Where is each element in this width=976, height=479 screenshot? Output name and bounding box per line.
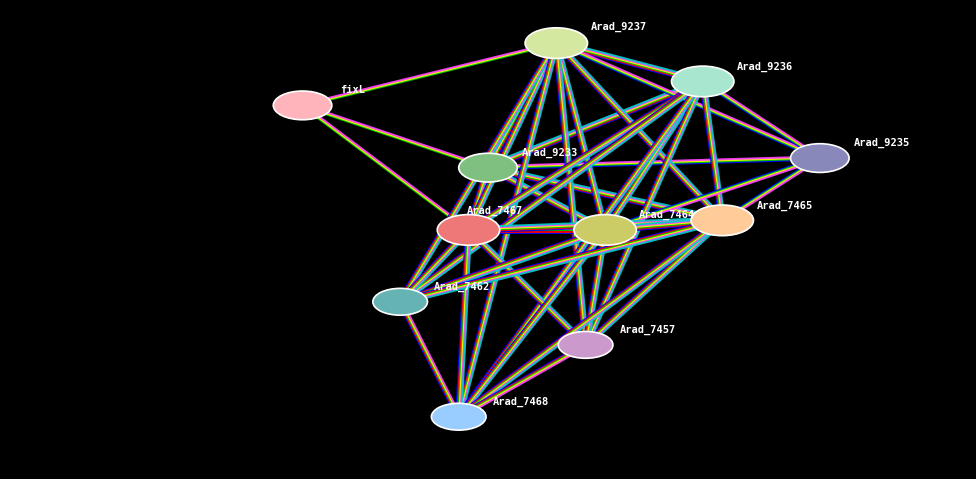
Circle shape [558, 331, 613, 358]
Text: fixL: fixL [340, 85, 365, 95]
Text: Arad_9233: Arad_9233 [522, 148, 579, 158]
Circle shape [525, 28, 588, 58]
Text: Arad_7462: Arad_7462 [434, 282, 491, 292]
Text: Arad_7465: Arad_7465 [756, 200, 813, 211]
Text: Arad_9237: Arad_9237 [590, 22, 647, 32]
Text: Arad_9236: Arad_9236 [737, 61, 793, 72]
Text: Arad_7468: Arad_7468 [493, 397, 549, 407]
Circle shape [273, 91, 332, 120]
Text: Arad_7457: Arad_7457 [620, 325, 676, 335]
Circle shape [373, 288, 427, 315]
Text: Arad_7467: Arad_7467 [467, 206, 523, 217]
Text: Arad_7464: Arad_7464 [639, 210, 696, 220]
Circle shape [791, 144, 849, 172]
Circle shape [459, 153, 517, 182]
Circle shape [437, 215, 500, 245]
Circle shape [574, 215, 636, 245]
Circle shape [691, 205, 753, 236]
Text: Arad_9235: Arad_9235 [854, 138, 911, 148]
Circle shape [431, 403, 486, 430]
Circle shape [671, 66, 734, 97]
